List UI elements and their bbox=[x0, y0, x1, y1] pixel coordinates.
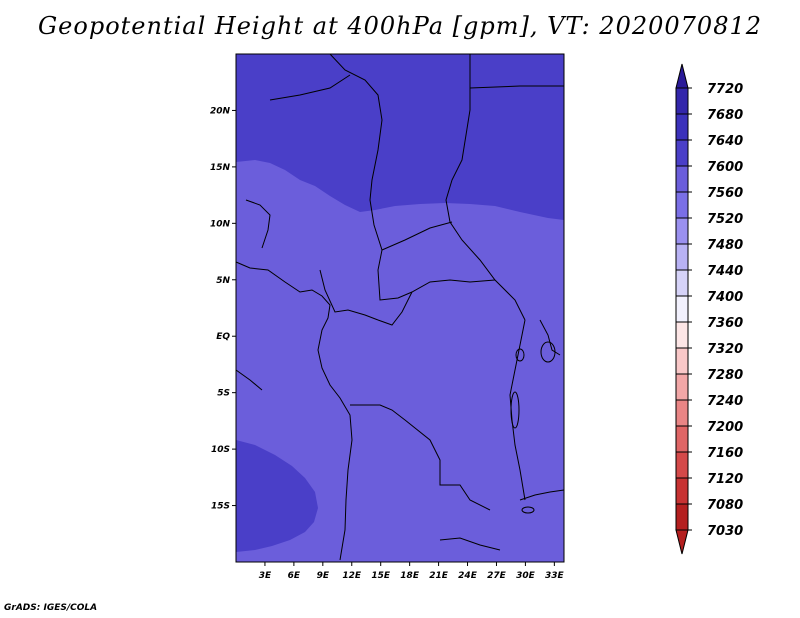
colorbar-label: 7320 bbox=[707, 342, 743, 357]
colorbar-swatch bbox=[675, 243, 689, 271]
colorbar-swatch bbox=[675, 191, 689, 219]
fill-level-7600-north bbox=[236, 54, 564, 220]
lon-tick-label: 21E bbox=[429, 571, 449, 581]
colorbar: 7720 7680 7640 7600 7560 7520 7480 7440 7400 7360… bbox=[675, 63, 743, 555]
colorbar-label: 7400 bbox=[707, 290, 743, 305]
colorbar-swatch bbox=[675, 373, 689, 401]
grads-credit: GrADS: IGES/COLA bbox=[4, 603, 98, 613]
colorbar-label: 7600 bbox=[707, 160, 743, 175]
colorbar-swatch bbox=[675, 217, 689, 245]
lon-tick-label: 27E bbox=[487, 571, 507, 581]
lon-tick-label: 9E bbox=[317, 571, 330, 581]
lon-tick-label: 30E bbox=[516, 571, 536, 581]
lon-tick-label: 24E bbox=[458, 571, 478, 581]
lon-tick-label: 3E bbox=[259, 571, 272, 581]
colorbar-swatch bbox=[675, 113, 689, 141]
map-title: Geopotential Height at 400hPa [gpm], VT:… bbox=[38, 12, 762, 40]
lat-tick-label: 10S bbox=[211, 445, 230, 455]
colorbar-label: 7680 bbox=[707, 108, 743, 123]
colorbar-bottom-triangle bbox=[675, 529, 689, 555]
colorbar-label: 7720 bbox=[707, 82, 743, 97]
colorbar-label: 7160 bbox=[707, 446, 743, 461]
colorbar-label: 7080 bbox=[707, 498, 743, 513]
lat-tick-label: 10N bbox=[210, 219, 231, 229]
colorbar-top-triangle bbox=[675, 63, 689, 89]
lon-tick-label: 33E bbox=[545, 571, 565, 581]
colorbar-label: 7030 bbox=[707, 524, 743, 539]
colorbar-label: 7200 bbox=[707, 420, 743, 435]
colorbar-label: 7560 bbox=[707, 186, 743, 201]
colorbar-label: 7360 bbox=[707, 316, 743, 331]
colorbar-swatch bbox=[675, 321, 689, 349]
map-frame bbox=[235, 53, 565, 563]
colorbar-label: 7440 bbox=[707, 264, 743, 279]
lat-tick-label: EQ bbox=[216, 332, 230, 342]
colorbar-swatch bbox=[675, 451, 689, 479]
colorbar-swatch bbox=[675, 165, 689, 193]
colorbar-swatch bbox=[675, 139, 689, 167]
colorbar-label: 7520 bbox=[707, 212, 743, 227]
colorbar-swatch bbox=[675, 269, 689, 297]
lon-tick-label: 6E bbox=[288, 571, 301, 581]
colorbar-swatch bbox=[675, 477, 689, 505]
colorbar-swatch bbox=[675, 425, 689, 453]
colorbar-swatch bbox=[675, 295, 689, 323]
lon-ticks: 3E 6E 9E 12E 15E 18E 21E 24E 27E 30E 33E bbox=[259, 562, 565, 581]
colorbar-swatch bbox=[675, 87, 689, 115]
lat-tick-label: 20N bbox=[210, 106, 231, 116]
colorbar-label: 7480 bbox=[707, 238, 743, 253]
colorbar-label: 7120 bbox=[707, 472, 743, 487]
colorbar-swatch bbox=[675, 503, 689, 531]
fill-level-7600-southwest bbox=[236, 440, 318, 552]
lat-tick-label: 5N bbox=[216, 276, 230, 286]
lon-tick-label: 15E bbox=[371, 571, 391, 581]
colorbar-swatch bbox=[675, 347, 689, 375]
lat-tick-label: 15S bbox=[211, 502, 230, 512]
colorbar-swatch bbox=[675, 399, 689, 427]
colorbar-label: 7640 bbox=[707, 134, 743, 149]
lakes bbox=[510, 341, 556, 514]
colorbar-label: 7240 bbox=[707, 394, 743, 409]
lat-tick-label: 15N bbox=[210, 163, 231, 173]
lon-tick-label: 18E bbox=[400, 571, 420, 581]
lat-ticks: 20N 15N 10N 5N EQ 5S 10S 15S bbox=[210, 106, 236, 512]
colorbar-label: 7280 bbox=[707, 368, 743, 383]
lon-tick-label: 12E bbox=[342, 571, 362, 581]
map-panel: 3E 6E 9E 12E 15E 18E 21E 24E 27E 30E 33E 20N 15N 10N… bbox=[210, 53, 565, 581]
lat-tick-label: 5S bbox=[217, 389, 230, 399]
